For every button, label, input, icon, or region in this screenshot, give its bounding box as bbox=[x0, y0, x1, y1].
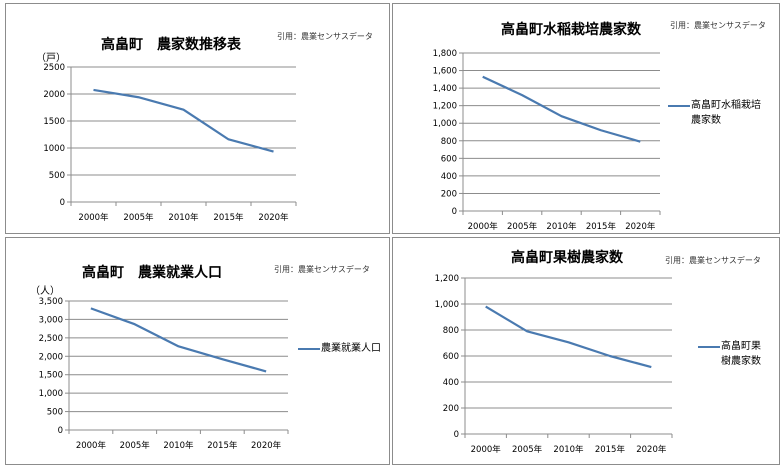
y-tick-label: 500 bbox=[47, 408, 63, 418]
citation: 引用：農業センサスデータ bbox=[665, 256, 761, 265]
y-tick-label: 1,200 bbox=[433, 102, 457, 112]
citation: 引用：農業センサスデータ bbox=[274, 265, 370, 274]
legend-swatch bbox=[698, 346, 720, 348]
x-tick-label: 2015年 bbox=[595, 444, 626, 455]
series-line bbox=[485, 305, 652, 369]
y-tick-label: 2500 bbox=[43, 63, 65, 73]
y-tick-label: 1,000 bbox=[435, 300, 459, 310]
x-tick-label: 2020年 bbox=[251, 440, 282, 451]
y-tick-label: 2,000 bbox=[39, 352, 63, 362]
x-tick-label: 2015年 bbox=[586, 221, 617, 232]
chart-svg: 0 500 1000 1500 2000 2500 2000年 2005年 2010年 2015年… bbox=[43, 63, 297, 223]
legend-label: 高畠町果樹農家数 bbox=[721, 341, 761, 367]
legend: 農業就業人口 bbox=[298, 341, 393, 356]
x-tick-label: 2010年 bbox=[168, 212, 199, 223]
legend-label: 高畠町水稲栽培農家数 bbox=[691, 100, 761, 126]
legend-swatch bbox=[668, 105, 690, 107]
y-tick-label: 0 bbox=[452, 207, 457, 217]
x-tick-label: 2020年 bbox=[258, 212, 289, 223]
y-tick-label: 800 bbox=[441, 137, 457, 147]
citation: 引用：農業センサスデータ bbox=[277, 32, 373, 41]
y-tick-label: 800 bbox=[443, 326, 459, 336]
y-tick-label: 3,000 bbox=[39, 315, 63, 325]
chart-svg: 0 500 1,000 1,500 2,000 2,500 3,000 3,500 2000年 2… bbox=[39, 297, 289, 451]
chart-svg: 0 200 400 600 800 1,000 1,200 1,400 1,600 1,800 20… bbox=[433, 49, 661, 232]
x-tick-label: 2010年 bbox=[546, 221, 577, 232]
x-tick-label: 2005年 bbox=[120, 440, 151, 451]
y-tick-label: 1,000 bbox=[39, 389, 63, 399]
y-tick-label: 2000 bbox=[43, 90, 65, 100]
y-tick-label: 0 bbox=[60, 198, 65, 208]
y-tick-label: 1,600 bbox=[433, 67, 457, 77]
y-tick-label: 1,800 bbox=[433, 49, 457, 59]
x-tick-label: 2015年 bbox=[213, 212, 244, 223]
x-tick-label: 2010年 bbox=[553, 444, 584, 455]
x-tick-label: 2000年 bbox=[76, 440, 107, 451]
y-tick-label: 0 bbox=[58, 426, 63, 436]
chart-panel-farm-workers: 高畠町 農業就業人口 引用：農業センサスデータ （人） 農業就業人口 0 500 1… bbox=[5, 237, 390, 465]
legend: 高畠町果樹農家数 bbox=[698, 339, 768, 369]
legend-swatch bbox=[298, 348, 320, 350]
chart-svg: 0 200 400 600 800 1,000 1,200 2000年 2005年 2010年 20… bbox=[435, 274, 673, 455]
y-tick-label: 1,400 bbox=[433, 84, 457, 94]
chart-title: 高畠町果樹農家数 bbox=[511, 250, 623, 266]
y-tick-label: 500 bbox=[49, 171, 65, 181]
chart-panel-orchard-farms: 高畠町果樹農家数 引用：農業センサスデータ 高畠町果樹農家数 0 200 400 60… bbox=[392, 237, 780, 465]
x-tick-label: 2000年 bbox=[78, 212, 109, 223]
y-tick-label: 200 bbox=[441, 189, 457, 199]
y-tick-label: 400 bbox=[443, 378, 459, 388]
chart-title: 高畠町 農業就業人口 bbox=[82, 265, 222, 281]
chart-panel-farm-households: 高畠町 農家数推移表 引用：農業センサスデータ （戸） 0 500 1000 1500… bbox=[5, 3, 390, 234]
citation: 引用：農業センサスデータ bbox=[670, 21, 766, 30]
chart-title: 高畠町 農家数推移表 bbox=[101, 37, 241, 53]
y-tick-label: 1500 bbox=[43, 117, 65, 127]
x-tick-label: 2020年 bbox=[636, 444, 667, 455]
y-tick-label: 3,500 bbox=[39, 297, 63, 307]
y-axis-unit: （戸） bbox=[36, 53, 66, 64]
y-tick-label: 1000 bbox=[43, 144, 65, 154]
x-tick-label: 2005年 bbox=[123, 212, 154, 223]
y-axis-unit: （人） bbox=[30, 286, 60, 297]
chart-panel-rice-farms: 高畠町水稲栽培農家数 引用：農業センサスデータ 高畠町水稲栽培農家数 0 200 4… bbox=[392, 3, 780, 234]
x-tick-label: 2000年 bbox=[471, 444, 502, 455]
y-tick-label: 1,500 bbox=[39, 371, 63, 381]
y-tick-label: 0 bbox=[454, 430, 459, 440]
series-line bbox=[90, 307, 267, 373]
y-tick-label: 1,200 bbox=[435, 274, 459, 284]
legend: 高畠町水稲栽培農家数 bbox=[668, 98, 768, 128]
y-tick-label: 400 bbox=[441, 172, 457, 182]
series-line bbox=[482, 75, 641, 143]
x-tick-label: 2015年 bbox=[207, 440, 238, 451]
x-tick-label: 2005年 bbox=[507, 221, 538, 232]
y-tick-label: 200 bbox=[443, 404, 459, 414]
y-tick-label: 600 bbox=[441, 154, 457, 164]
y-tick-label: 1,000 bbox=[433, 119, 457, 129]
x-tick-label: 2005年 bbox=[512, 444, 543, 455]
x-tick-label: 2000年 bbox=[468, 221, 499, 232]
y-tick-label: 2,500 bbox=[39, 334, 63, 344]
x-tick-label: 2020年 bbox=[625, 221, 656, 232]
y-tick-label: 600 bbox=[443, 352, 459, 362]
legend-label: 農業就業人口 bbox=[321, 343, 381, 354]
x-tick-label: 2010年 bbox=[163, 440, 194, 451]
chart-title: 高畠町水稲栽培農家数 bbox=[501, 22, 641, 38]
